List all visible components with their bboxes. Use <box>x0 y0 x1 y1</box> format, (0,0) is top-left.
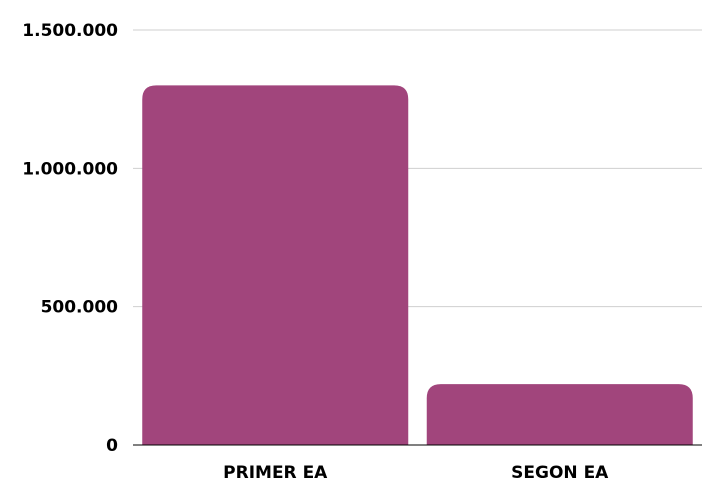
bars <box>142 85 693 445</box>
x-axis-category-labels: PRIMER EA SEGON EA <box>223 463 609 479</box>
y-tick-label: 1.000.000 <box>22 159 118 179</box>
y-tick-label: 0 <box>106 436 118 456</box>
y-tick-label: 1.500.000 <box>22 21 118 41</box>
y-tick-label: 500.000 <box>41 298 119 318</box>
bar-segon-ea <box>426 384 693 445</box>
x-category-label: SEGON EA <box>511 463 609 479</box>
x-category-label: PRIMER EA <box>223 463 328 479</box>
bar-primer-ea <box>142 85 409 445</box>
y-axis-tick-labels: 0 500.000 1.000.000 1.500.000 <box>22 21 118 456</box>
